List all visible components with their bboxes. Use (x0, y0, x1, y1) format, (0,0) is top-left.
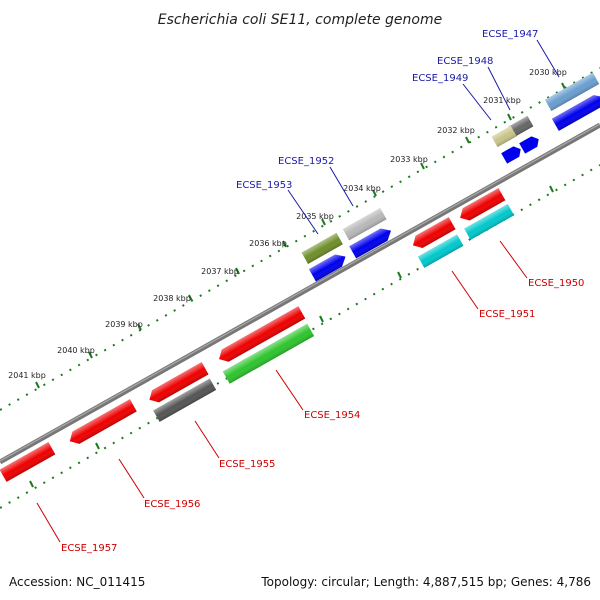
gene-label-ecse-1954[interactable]: ECSE_1954 (304, 410, 360, 421)
reverse-genes (0, 188, 515, 482)
tick-label-2035: 2035 kbp (296, 212, 334, 221)
tick-labels: 2030 kbp 2031 kbp 2032 kbp 2033 kbp 2034… (8, 68, 567, 380)
gene-label-ecse-1955[interactable]: ECSE_1955 (219, 459, 275, 470)
tick-label-2039: 2039 kbp (105, 320, 143, 329)
gene-ecse-1952-arrow[interactable] (349, 225, 394, 259)
gene-ecse-1955[interactable] (153, 378, 217, 422)
gene-label-ecse-1957[interactable]: ECSE_1957 (61, 543, 117, 554)
forward-genes (301, 72, 600, 282)
gene-ecse-1950-top[interactable] (457, 188, 506, 224)
accession-text: Accession: NC_011415 (9, 575, 145, 589)
tick-label-2033: 2033 kbp (390, 155, 428, 164)
gene-ecse-1947[interactable] (544, 72, 600, 112)
gene-ecse-1956[interactable] (66, 399, 137, 447)
gene-ecse-1957[interactable] (0, 442, 56, 482)
gene-ecse-1949[interactable] (491, 125, 517, 148)
map-title: Escherichia coli SE11, complete genome (158, 12, 442, 28)
gene-label-ecse-1948[interactable]: ECSE_1948 (437, 56, 493, 67)
gene-ecse-1953-arrow[interactable] (309, 251, 349, 282)
tick-label-2034: 2034 kbp (343, 184, 381, 193)
forward-gene-labels: ECSE_1947 ECSE_1948 ECSE_1949 ECSE_1952 … (236, 29, 538, 191)
reverse-gene-labels: ECSE_1950 ECSE_1951 ECSE_1954 ECSE_1955 … (61, 278, 584, 554)
reverse-leader-lines (36, 240, 528, 543)
tick-label-2037: 2037 kbp (201, 267, 239, 276)
gene-label-ecse-1952[interactable]: ECSE_1952 (278, 156, 334, 167)
gene-label-ecse-1956[interactable]: ECSE_1956 (144, 499, 200, 510)
gene-ecse-1949-arrow[interactable] (501, 144, 523, 164)
gene-ecse-1947-arrow[interactable] (551, 91, 600, 131)
gene-ecse-1950[interactable] (464, 203, 515, 240)
gene-label-ecse-1953[interactable]: ECSE_1953 (236, 180, 292, 191)
tick-label-2032: 2032 kbp (437, 126, 475, 135)
gene-ecse-1953[interactable] (301, 232, 343, 264)
gene-ecse-1952[interactable] (342, 207, 387, 241)
genome-backbone (0, 122, 600, 465)
tick-label-2041: 2041 kbp (8, 371, 46, 380)
major-ticks (35, 82, 566, 389)
forward-leader-lines (287, 39, 560, 235)
gene-ecse-1955-top[interactable] (146, 362, 209, 406)
gene-ecse-1948[interactable] (508, 115, 534, 138)
gene-ecse-1948-arrow[interactable] (519, 134, 541, 154)
tick-label-2030: 2030 kbp (529, 68, 567, 77)
gene-label-ecse-1951[interactable]: ECSE_1951 (479, 309, 535, 320)
tick-label-2036: 2036 kbp (249, 239, 287, 248)
tick-label-2040: 2040 kbp (57, 346, 95, 355)
tick-label-2038: 2038 kbp (153, 294, 191, 303)
gene-ecse-1951[interactable] (417, 234, 464, 268)
gene-label-ecse-1949[interactable]: ECSE_1949 (412, 73, 468, 84)
gene-ecse-1954[interactable] (222, 323, 315, 384)
gene-ecse-1954-top[interactable] (216, 306, 306, 365)
topology-text: Topology: circular; Length: 4,887,515 bp… (260, 575, 591, 589)
gene-label-ecse-1950[interactable]: ECSE_1950 (528, 278, 584, 289)
gene-label-ecse-1947[interactable]: ECSE_1947 (482, 29, 538, 40)
gene-ecse-1951-top[interactable] (410, 217, 456, 251)
tick-label-2031: 2031 kbp (483, 96, 521, 105)
